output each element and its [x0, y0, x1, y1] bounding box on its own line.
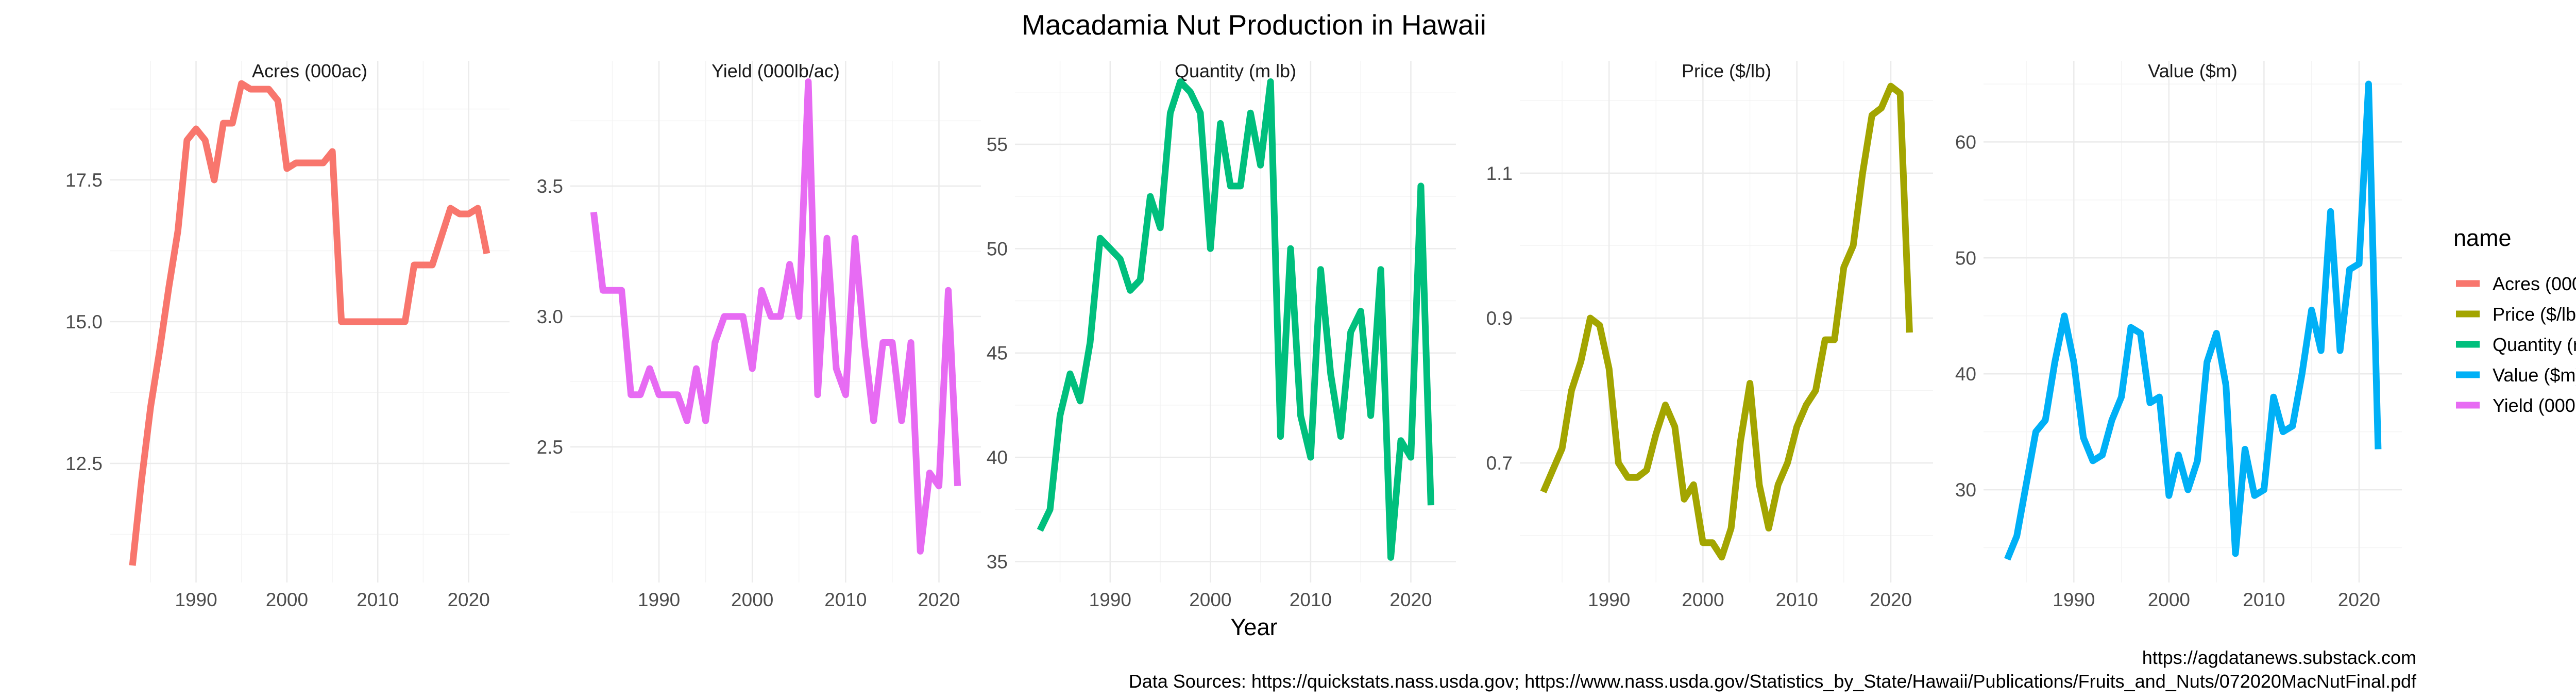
legend-title: name [2453, 225, 2512, 251]
y-tick-label: 40 [1955, 363, 1976, 385]
facet-title-price-lb: Price ($/lb) [1682, 60, 1771, 81]
panel-price-lb: Price ($/lb) 0.7 0.9 1.1 1990 2000 2010 2020 [1486, 60, 1933, 610]
caption-source-url: https://agdatanews.substack.com [2142, 647, 2416, 668]
panel-acres-000ac: Acres (000ac) 12.5 15.0 17.5 1990 2000 2010 202… [65, 60, 510, 610]
x-tick-label: 1990 [1089, 589, 1131, 610]
x-tick-label: 2010 [2243, 589, 2285, 610]
legend-label-quantity-m-lb: Quantity (m lb) [2493, 334, 2576, 355]
y-tick-label: 2.5 [537, 437, 563, 458]
x-tick-label: 2000 [266, 589, 308, 610]
legend-entry-yield-000lb-ac: Yield (000lb/ac) [2456, 395, 2576, 416]
x-tick-label: 2000 [1682, 589, 1724, 610]
x-tick-label: 2000 [1189, 589, 1231, 610]
y-tick-label: 12.5 [65, 453, 103, 474]
x-tick-label: 1990 [1588, 589, 1630, 610]
facet-title-value-m: Value ($m) [2148, 60, 2237, 81]
y-tick-label: 0.9 [1486, 308, 1513, 329]
x-tick-label: 2010 [1290, 589, 1332, 610]
legend-label-yield-000lb-ac: Yield (000lb/ac) [2493, 395, 2576, 416]
y-tick-label: 40 [987, 447, 1008, 468]
legend-entry-value-m: Value ($m) [2456, 364, 2576, 386]
series-line-yield-000lb-ac [590, 78, 961, 555]
y-tick-label: 17.5 [65, 170, 103, 191]
legend-label-value-m: Value ($m) [2493, 364, 2576, 386]
x-tick-label: 2020 [1870, 589, 1912, 610]
legend-label-acres-000ac: Acres (000ac) [2493, 273, 2576, 294]
series-line-acres-000ac [129, 80, 490, 566]
panel-yield-000lb-ac: Yield (000lb/ac) 2.5 3.0 3.5 1990 2000 2010 202… [537, 60, 981, 610]
legend: name Acres (000ac) Price ($/lb) Quantity (… [2453, 225, 2576, 416]
x-tick-label: 2010 [1776, 589, 1818, 610]
facet-title-quantity-m-lb: Quantity (m lb) [1175, 60, 1296, 81]
series-line-value-m [2004, 80, 2382, 561]
x-tick-label: 1990 [638, 589, 680, 610]
x-tick-label: 2000 [731, 589, 773, 610]
panel-value-m: Value ($m) 30 40 50 60 1990 2000 2010 2020 [1955, 60, 2402, 610]
y-tick-label: 3.5 [537, 176, 563, 197]
y-tick-label: 55 [987, 134, 1008, 155]
legend-label-price-lb: Price ($/lb) [2493, 304, 2576, 325]
legend-entries: Acres (000ac) Price ($/lb) Quantity (m lb)… [2456, 273, 2576, 416]
x-tick-label: 2020 [2338, 589, 2380, 610]
y-tick-label: 50 [1955, 247, 1976, 269]
facet-title-yield-000lb-ac: Yield (000lb/ac) [711, 60, 840, 81]
gridlines-price-lb [1520, 61, 1933, 582]
y-tick-label: 1.1 [1486, 163, 1513, 184]
y-tick-label: 3.0 [537, 306, 563, 327]
y-tick-label: 50 [987, 238, 1008, 259]
x-tick-label: 1990 [175, 589, 217, 610]
legend-entry-price-lb: Price ($/lb) [2456, 304, 2576, 325]
x-tick-label: 2020 [447, 589, 489, 610]
x-tick-label: 1990 [2053, 589, 2095, 610]
x-tick-label: 2000 [2148, 589, 2190, 610]
x-tick-label: 2020 [918, 589, 960, 610]
x-tick-label: 2010 [357, 589, 399, 610]
chart-title: Macadamia Nut Production in Hawaii [1022, 9, 1486, 41]
facet-panels: Acres (000ac) 12.5 15.0 17.5 1990 2000 2010 202… [65, 60, 2402, 610]
series-line-price-lb [1540, 82, 1913, 561]
y-tick-label: 15.0 [65, 311, 103, 332]
y-tick-label: 30 [1955, 479, 1976, 501]
y-tick-label: 35 [987, 552, 1008, 573]
facet-title-acres-000ac: Acres (000ac) [252, 60, 367, 81]
x-tick-label: 2020 [1389, 589, 1432, 610]
y-tick-label: 0.7 [1486, 453, 1513, 474]
legend-entry-acres-000ac: Acres (000ac) [2456, 273, 2576, 294]
gridlines-yield-000lb-ac [570, 61, 981, 582]
x-tick-label: 2010 [824, 589, 867, 610]
series-line-quantity-m-lb [1037, 78, 1434, 561]
caption-data-sources: Data Sources: https://quickstats.nass.us… [1129, 671, 2417, 692]
panel-quantity-m-lb: Quantity (m lb) 35 40 45 50 55 1990 2000 2010 202… [987, 60, 1456, 610]
y-tick-label: 60 [1955, 131, 1976, 153]
y-tick-label: 45 [987, 343, 1008, 364]
x-axis-title: Year [1231, 614, 1278, 640]
legend-entry-quantity-m-lb: Quantity (m lb) [2456, 334, 2576, 355]
